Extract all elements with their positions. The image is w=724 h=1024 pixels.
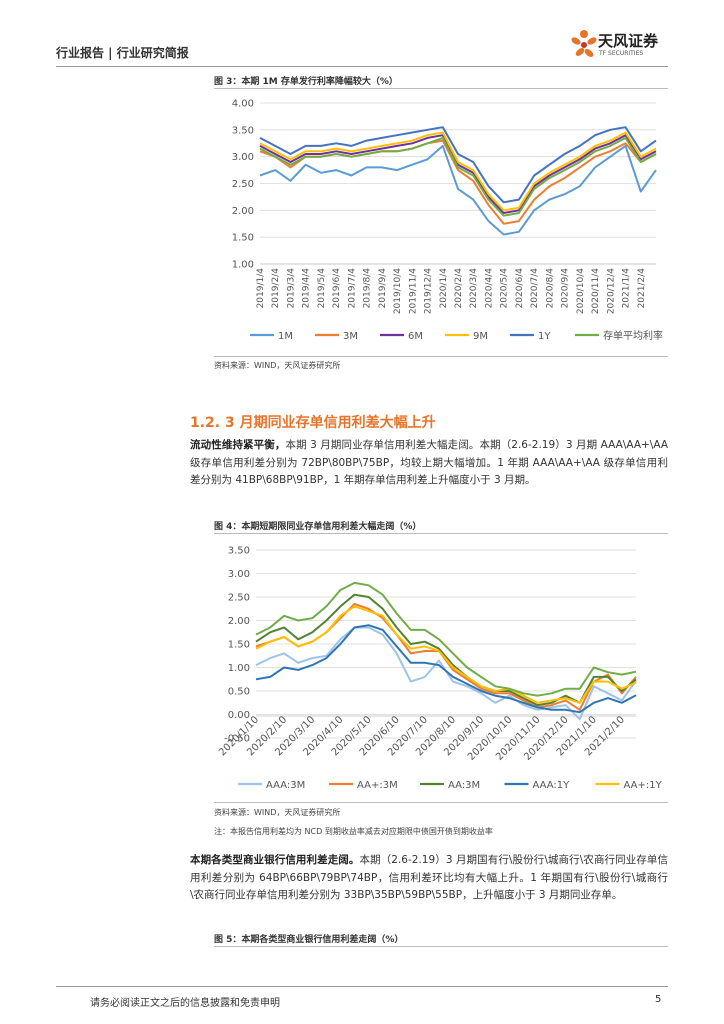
figure3-source: 资料来源：WIND，天风证券研究所: [214, 361, 341, 370]
brand-logo: 天风证券 TF SECURITIES: [570, 28, 680, 64]
report-type-label: 行业报告 | 行业研究简报: [56, 46, 189, 60]
brand-name-cn: 天风证券: [598, 32, 659, 50]
y-tick-label: 2.50: [232, 179, 254, 190]
y-tick-label: 3.00: [232, 152, 254, 163]
x-tick-label: 2019/10/4: [393, 268, 403, 314]
x-tick-label: 2019/1/4: [256, 268, 266, 309]
x-tick-label: 2020/2/4: [454, 268, 464, 309]
series-line: [259, 144, 657, 236]
x-tick-label: 2019/7/4: [347, 268, 357, 309]
series-line: [255, 593, 637, 707]
legend-label: AA+:3M: [357, 780, 398, 791]
series-line: [259, 134, 657, 214]
y-tick-label: 0.50: [228, 687, 250, 698]
figure3-bottom-rule: [214, 356, 668, 357]
x-tick-label: 2020/4/4: [484, 268, 494, 309]
paragraph-1-lead: 流动性维持紧平衡，: [190, 439, 286, 451]
figure4-caption: 图 4：本期短期限同业存单信用利差大幅走阔（%）: [214, 522, 422, 532]
y-tick-label: 3.50: [228, 546, 250, 557]
x-tick-label: 2020/5/4: [500, 268, 510, 309]
y-tick-label: 1.50: [228, 640, 250, 651]
figure3-caption-rule: [214, 88, 668, 89]
x-tick-label: 2020/6/4: [515, 268, 525, 309]
legend-label: 存单平均利率: [603, 329, 663, 342]
x-tick-label: 2021/1/4: [622, 268, 632, 309]
y-tick-label: 1.00: [232, 260, 254, 271]
y-tick-label: -0.50: [224, 734, 250, 745]
x-tick-label: 2019/5/4: [317, 268, 327, 309]
x-tick-label: 2019/11/4: [408, 268, 418, 314]
figure3-caption: 图 3：本期 1M 存单发行利率降幅较大（%）: [214, 77, 398, 87]
figure4-bottom-rule: [214, 802, 668, 803]
legend-label: 6M: [408, 331, 423, 342]
y-tick-label: 4.00: [232, 99, 254, 110]
footer-disclaimer: 请务必阅读正文之后的信息披露和免责申明: [90, 998, 280, 1009]
x-tick-label: 2020/11/4: [591, 268, 601, 314]
figure4-caption-rule: [214, 533, 668, 534]
x-tick-label: 2020/1/4: [439, 268, 449, 309]
footer-divider: [56, 986, 668, 987]
x-tick-label: 2020/10/4: [576, 268, 586, 314]
y-tick-label: 2.50: [228, 593, 250, 604]
legend-label: AAA:1Y: [533, 780, 571, 791]
paragraph-2: 本期各类型商业银行信用利差走阔。本期（2.6-2.19）3 月期国有行\股份行\…: [190, 852, 668, 905]
section-title: 1.2. 3 月期同业存单信用利差大幅上升: [190, 415, 436, 431]
figure5-caption-rule: [214, 946, 668, 947]
series-line: [255, 605, 637, 704]
y-tick-label: 3.00: [228, 569, 250, 580]
paragraph-2-body: 本期（2.6-2.19）3 月期国有行\股份行\城商行\农商行同业存单信用利差分…: [190, 854, 669, 901]
legend-label: AA:3M: [448, 780, 480, 791]
x-tick-label: 2020/9/4: [561, 268, 571, 309]
legend-label: AAA:3M: [266, 780, 305, 791]
series-line: [259, 126, 657, 204]
paragraph-1-body: 本期 3 月期同业存单信用利差大幅走阔。本期（2.6-2.19）3 月期 AAA…: [190, 439, 668, 486]
header-divider: [56, 66, 668, 67]
x-tick-label: 2019/9/4: [378, 268, 388, 309]
x-tick-label: 2021/2/4: [637, 268, 647, 309]
x-tick-label: 2019/3/4: [286, 268, 296, 309]
y-tick-label: 2.00: [232, 206, 254, 217]
x-tick-label: 2020/7/4: [530, 268, 540, 309]
figure3-chart: 1.00 1.50 2.00 2.50 3.00 3.50 4.00 2019/1/4 2019…: [232, 99, 663, 343]
x-tick-label: 2019/4/4: [302, 268, 312, 309]
y-tick-label: 2.00: [228, 616, 250, 627]
page-number: 5: [655, 994, 662, 1005]
series-line: [259, 131, 657, 212]
x-tick-label: 2020/8/4: [545, 268, 555, 309]
legend-label: 1Y: [538, 331, 551, 342]
y-tick-label: 1.00: [228, 663, 250, 674]
series-line: [255, 624, 637, 714]
x-tick-label: 2019/8/4: [363, 268, 373, 309]
series-line: [255, 581, 637, 697]
x-tick-label: 2019/2/4: [271, 268, 281, 309]
figure5-caption: 图 5：本期各类型商业银行信用利差走阔（%）: [214, 935, 404, 945]
legend-label: 3M: [343, 331, 358, 342]
brand-name-en: TF SECURITIES: [599, 50, 644, 57]
paragraph-2-lead: 本期各类型商业银行信用利差走阔。: [190, 854, 360, 866]
legend-label: 9M: [473, 331, 488, 342]
brand-mark-icon: [571, 30, 597, 57]
figure4-note: 注：本报告信用利差均为 NCD 到期收益率减去对应期限中债国开债到期收益率: [214, 827, 493, 836]
x-tick-label: 2019/6/4: [332, 268, 342, 309]
figure4-source: 资料来源：WIND，天风证券研究所: [214, 808, 341, 817]
series-line: [259, 136, 657, 217]
y-tick-label: 3.50: [232, 125, 254, 136]
legend-label: 1M: [278, 331, 293, 342]
y-tick-label: 0.00: [228, 710, 250, 721]
legend-label: AA+:1Y: [624, 780, 663, 791]
paragraph-1: 流动性维持紧平衡，本期 3 月期同业存单信用利差大幅走阔。本期（2.6-2.19…: [190, 437, 668, 490]
x-tick-label: 2019/12/4: [424, 268, 434, 314]
x-tick-label: 2020/3/4: [469, 268, 479, 309]
y-tick-label: 1.50: [232, 233, 254, 244]
x-tick-label: 2020/12/4: [606, 268, 616, 314]
figure4-chart: -0.500.000.501.001.502.002.503.003.50202…: [217, 546, 663, 792]
